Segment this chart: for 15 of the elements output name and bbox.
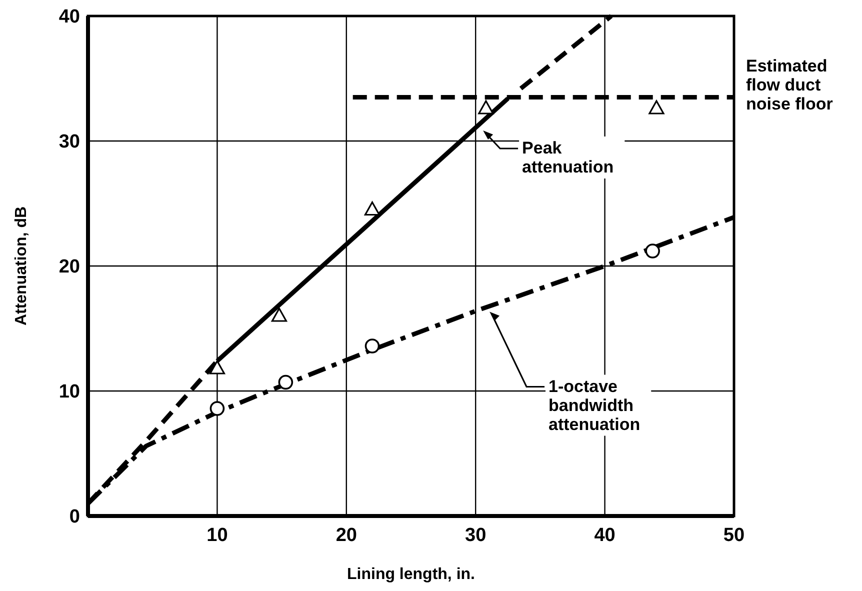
y-tick-label: 0 [69, 506, 80, 528]
y-axis-title: Attenuation, dB [13, 206, 30, 326]
y-tick-label: 30 [58, 132, 80, 153]
annotation: Estimated flow duct noise floor [746, 56, 834, 114]
x-tick-label: 10 [206, 525, 228, 546]
annotation: Peak attenuation [522, 138, 614, 176]
y-tick-label: 20 [58, 256, 80, 278]
annotation: 1-octave bandwidth attenuation [548, 376, 640, 434]
x-tick-label: 50 [723, 525, 745, 546]
x-tick-label: 40 [594, 525, 616, 546]
x-tick-label: 20 [336, 525, 357, 546]
x-tick-label: 30 [465, 525, 486, 546]
x-axis-title: Lining length, in. [347, 566, 475, 583]
y-tick-label: 10 [58, 382, 80, 403]
y-tick-label: 40 [58, 6, 80, 28]
